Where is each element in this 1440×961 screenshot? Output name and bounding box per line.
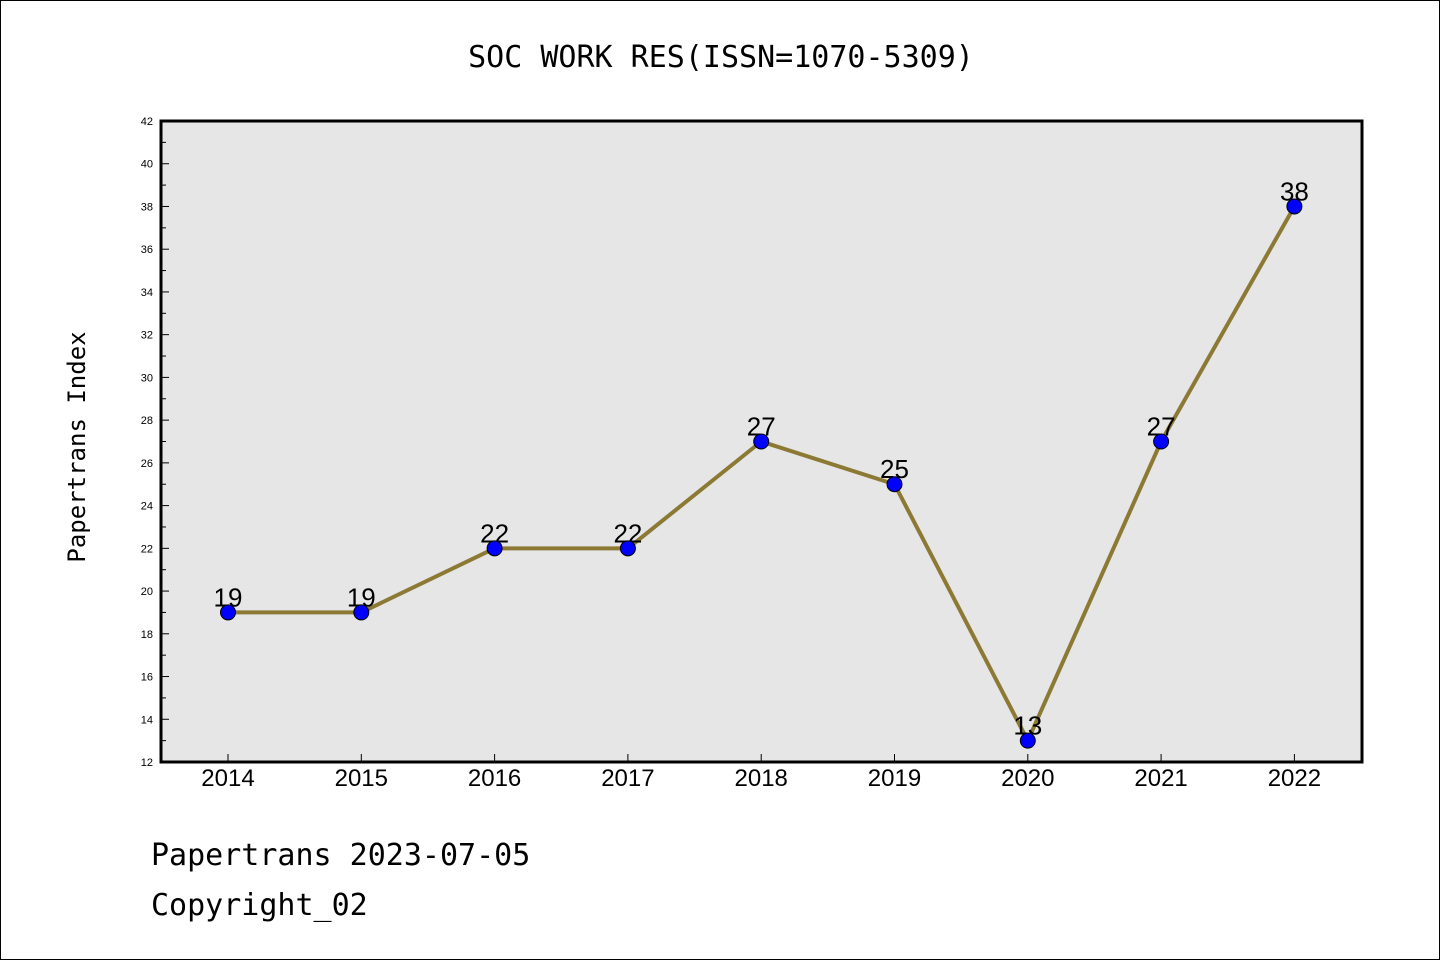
y-tick-label: 18 <box>141 629 153 641</box>
y-tick-label: 38 <box>141 201 153 213</box>
footer-copyright: Copyright_02 <box>151 888 368 923</box>
x-tick-label: 2018 <box>735 765 788 792</box>
y-tick-label: 34 <box>141 287 153 299</box>
y-tick-label: 30 <box>141 372 153 384</box>
x-tick-label: 2022 <box>1268 765 1321 792</box>
data-point <box>1019 732 1036 749</box>
y-axis: 12 14 16 18 20 22 24 26 28 30 32 34 36 38 40 42 <box>141 116 169 769</box>
y-tick-label: 32 <box>141 330 153 342</box>
data-point <box>220 604 236 621</box>
y-tick-label: 20 <box>141 586 153 598</box>
footer-date: Papertrans 2023-07-05 <box>151 838 530 873</box>
y-tick-label: 36 <box>141 244 153 256</box>
y-axis-label: Papertrans Index <box>63 331 91 562</box>
y-tick-label: 12 <box>141 757 153 769</box>
data-point <box>619 540 636 557</box>
data-point <box>886 476 903 493</box>
chart-title: SOC WORK RES(ISSN=1070-5309) <box>468 40 974 75</box>
y-tick-label: 42 <box>141 116 153 128</box>
y-tick-label: 16 <box>141 672 153 684</box>
data-point <box>1286 198 1303 215</box>
y-tick-label: 22 <box>141 543 153 555</box>
x-tick-label: 2017 <box>601 765 654 792</box>
x-tick-label: 2020 <box>1001 765 1054 792</box>
y-tick-label: 24 <box>141 501 153 513</box>
data-point <box>1153 433 1170 450</box>
data-point <box>353 604 370 621</box>
data-point <box>486 540 503 557</box>
data-point <box>753 433 770 450</box>
x-axis: 2014 2015 2016 2017 2018 2019 2020 2021 2022 <box>201 754 1321 792</box>
y-tick-label: 26 <box>141 458 153 470</box>
x-tick-label: 2016 <box>468 765 521 792</box>
x-tick-label: 2014 <box>201 765 254 792</box>
y-tick-label: 40 <box>141 159 153 171</box>
x-tick-label: 2019 <box>868 765 921 792</box>
x-tick-label: 2015 <box>335 765 388 792</box>
y-tick-label: 14 <box>141 714 153 726</box>
x-tick-label: 2021 <box>1134 765 1187 792</box>
y-tick-label: 28 <box>141 415 153 427</box>
